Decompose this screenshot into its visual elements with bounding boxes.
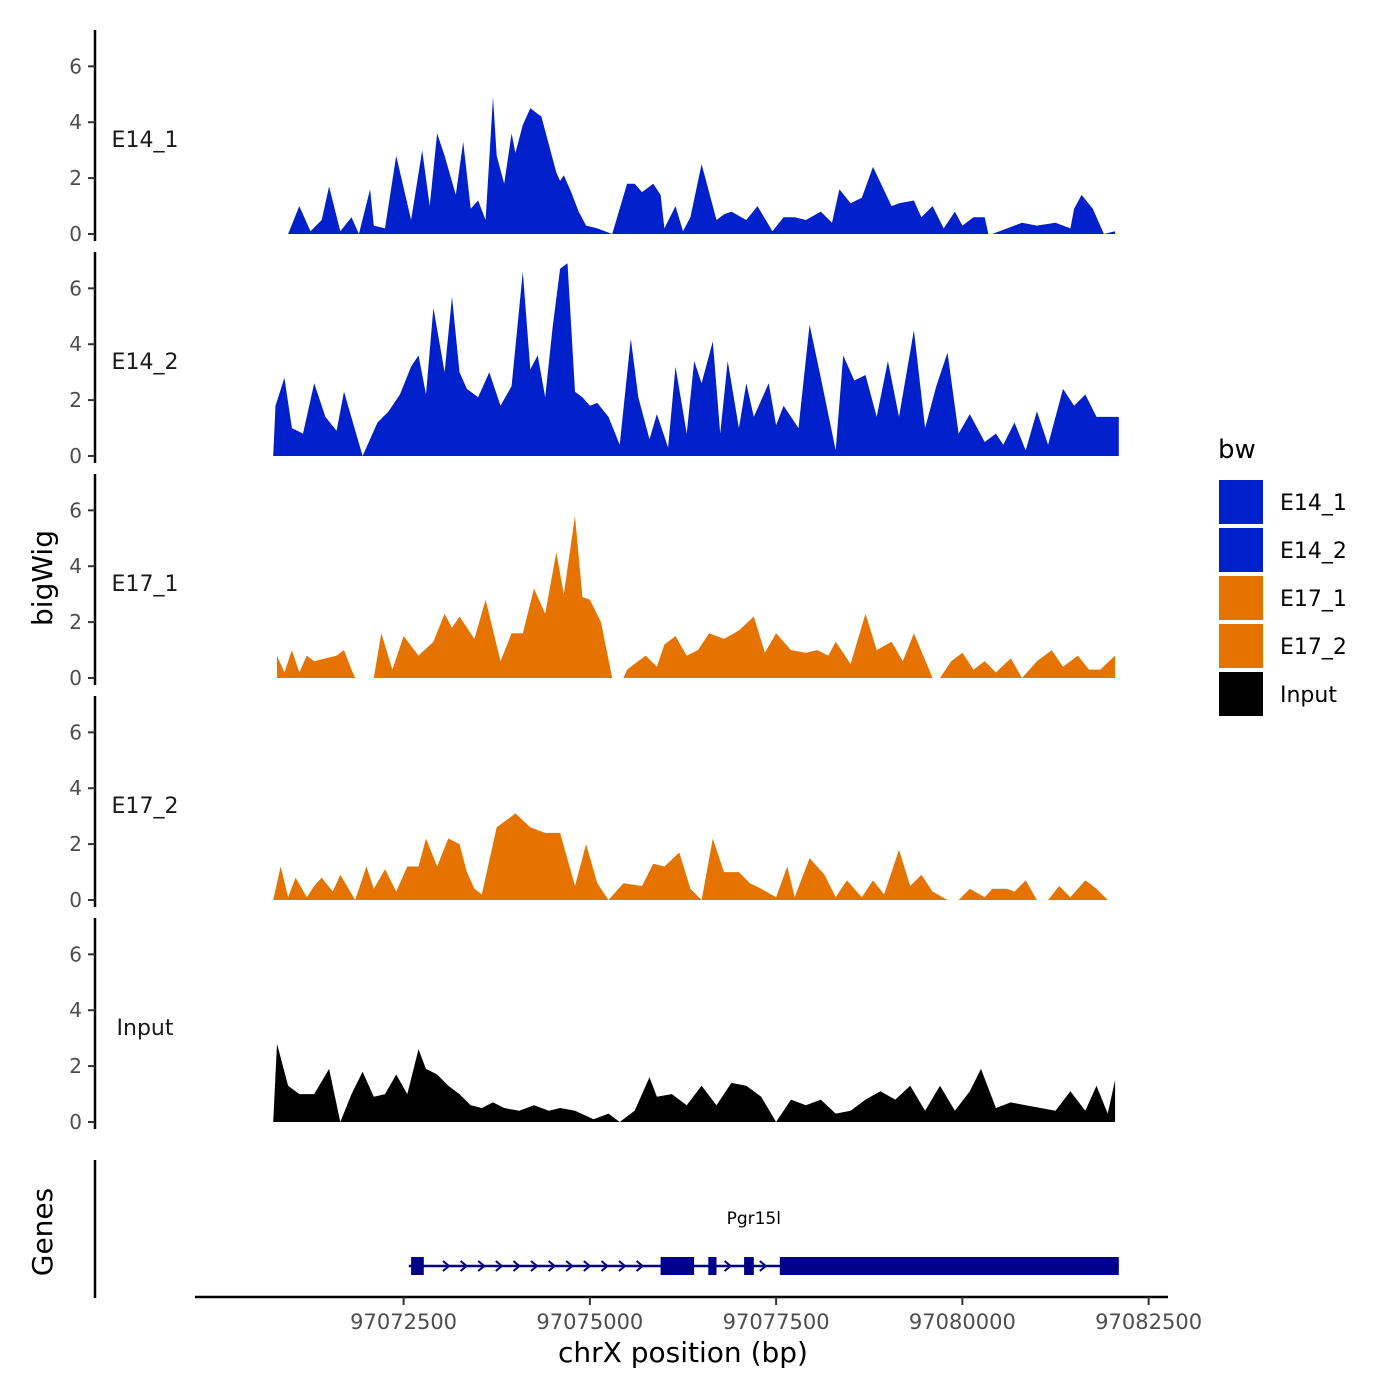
y-tick-label: 4 [69, 776, 82, 800]
strand-arrow [512, 1260, 521, 1272]
legend-swatch-e14-1 [1219, 480, 1263, 524]
y-tick-label: 0 [69, 888, 82, 912]
legend-swatch-input [1219, 672, 1263, 716]
x-axis: 97072500 97075000 97077500 97080000 97082500 [195, 1295, 1202, 1334]
y-tick-label: 0 [69, 1110, 82, 1134]
legend-entry-e17-1: E17_1 [1219, 576, 1347, 620]
strand-arrow [635, 1260, 645, 1272]
y-tick-label: 6 [69, 276, 82, 300]
y-tick-label: 0 [69, 444, 82, 468]
area-e14-2 [273, 263, 1119, 456]
strand-arrow [547, 1260, 557, 1272]
legend-swatch-e17-2 [1219, 624, 1263, 668]
panel-e14-2: 0 2 4 6 E14_2 [69, 252, 1119, 468]
y-tick-label: 4 [69, 998, 82, 1022]
strand-arrow [477, 1260, 486, 1272]
y-tick-label: 2 [69, 610, 82, 634]
strand-arrow [600, 1260, 609, 1272]
area-input [273, 1043, 1116, 1122]
genes-track-label: Genes [26, 1188, 59, 1276]
area-e17-2 [273, 813, 1108, 900]
y-tick-label: 4 [69, 332, 82, 356]
panel-e17-1: 0 2 4 6 E17_1 [69, 474, 1116, 690]
y-tick-label: 2 [69, 832, 82, 856]
genes-track: Pgr15l [93, 1160, 1119, 1298]
series-label-e14-1: E14_1 [112, 128, 179, 153]
y-tick-label: 6 [69, 720, 82, 744]
area-e14-1 [288, 97, 1116, 234]
gene-exon [779, 1257, 1119, 1275]
legend: bw E14_1 E14_2 E17_1 E17_2 Input [1218, 435, 1347, 716]
x-axis-label: chrX position (bp) [558, 1336, 808, 1369]
y-tick-label: 6 [69, 942, 82, 966]
x-tick-label: 97077500 [723, 1310, 830, 1334]
gene-exon [708, 1257, 717, 1275]
gene-exon [744, 1257, 754, 1275]
strand-arrow [495, 1260, 504, 1272]
series-label-e17-1: E17_1 [112, 572, 179, 597]
strand-arrow [618, 1260, 627, 1272]
bigwig-panels: 0 2 4 6 E14_1 0 2 4 6 E14_2 0 2 4 6 E17_1 0 2 4 6 E17_2 0 2 4 6… [69, 30, 1119, 1134]
legend-label-e17-1: E17_1 [1280, 587, 1347, 612]
legend-label-e14-2: E14_2 [1280, 539, 1347, 564]
strand-arrow [723, 1260, 733, 1272]
y-tick-label: 2 [69, 388, 82, 412]
y-tick-label: 4 [69, 554, 82, 578]
legend-swatch-e17-1 [1219, 576, 1263, 620]
y-tick-label: 6 [69, 498, 82, 522]
strand-arrow [583, 1260, 592, 1272]
series-label-input: Input [117, 1016, 174, 1041]
strand-arrow [530, 1260, 539, 1272]
x-tick-label: 97082500 [1095, 1310, 1202, 1334]
series-label-e14-2: E14_2 [112, 350, 179, 375]
legend-label-input: Input [1280, 683, 1337, 708]
x-tick-label: 97075000 [536, 1310, 643, 1334]
legend-entry-e14-2: E14_2 [1219, 528, 1347, 572]
legend-entry-input: Input [1219, 672, 1337, 716]
y-axis-label: bigWig [26, 530, 59, 626]
x-tick-label: 97072500 [350, 1310, 457, 1334]
gene-name-label: Pgr15l [727, 1209, 781, 1229]
panel-e17-2: 0 2 4 6 E17_2 [69, 696, 1108, 912]
y-tick-label: 2 [69, 166, 82, 190]
area-e17-1 [277, 515, 1116, 678]
y-tick-label: 6 [69, 54, 82, 78]
legend-label-e17-2: E17_2 [1280, 635, 1347, 660]
legend-swatch-e14-2 [1219, 528, 1263, 572]
legend-entry-e14-1: E14_1 [1219, 480, 1347, 524]
y-tick-label: 0 [69, 666, 82, 690]
series-label-e17-2: E17_2 [112, 794, 179, 819]
strand-arrow [442, 1260, 451, 1272]
strand-arrow [459, 1260, 469, 1272]
panel-input: 0 2 4 6 Input [69, 918, 1116, 1134]
gene-exon [660, 1257, 695, 1275]
strand-arrow [759, 1260, 768, 1272]
y-tick-label: 2 [69, 1054, 82, 1078]
panel-e14-1: 0 2 4 6 E14_1 [69, 30, 1116, 246]
legend-entry-e17-2: E17_2 [1219, 624, 1347, 668]
y-tick-label: 0 [69, 222, 82, 246]
strand-arrow [565, 1260, 574, 1272]
gene-exon [411, 1257, 424, 1275]
y-tick-label: 4 [69, 110, 82, 134]
x-tick-label: 97080000 [909, 1310, 1016, 1334]
legend-label-e14-1: E14_1 [1280, 491, 1347, 516]
legend-title: bw [1218, 435, 1256, 465]
